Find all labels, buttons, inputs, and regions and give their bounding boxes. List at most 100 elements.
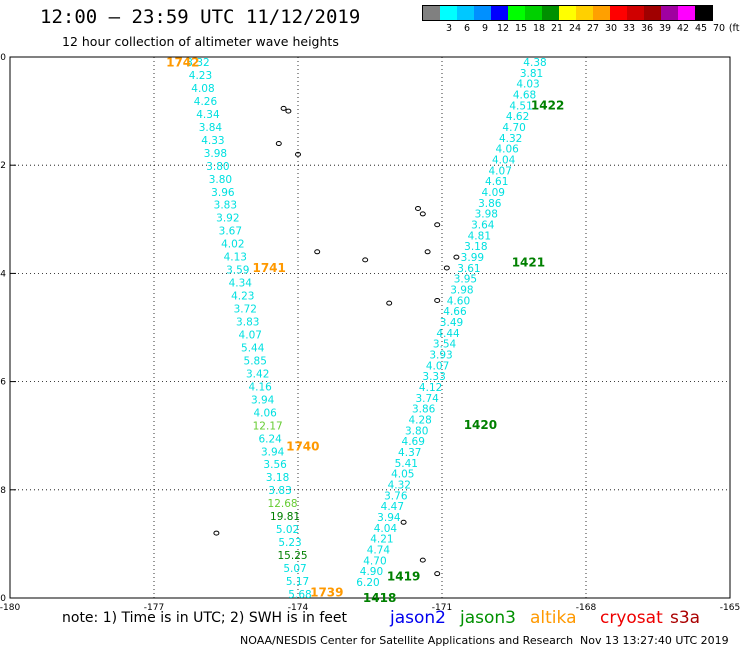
wave-height-label: 3.86 bbox=[412, 404, 436, 416]
track-time-label: 1421 bbox=[512, 256, 545, 270]
legend-tick-label: 27 bbox=[586, 23, 600, 34]
wave-height-label: 3.32 bbox=[186, 57, 209, 69]
legend-tick-label: 9 bbox=[481, 23, 489, 34]
island-shape bbox=[434, 222, 441, 228]
satellite-name: s3a bbox=[670, 608, 701, 628]
wave-height-label: 3.98 bbox=[475, 209, 498, 221]
legend-swatch bbox=[474, 6, 491, 20]
wave-height-label: 4.06 bbox=[253, 407, 277, 419]
wave-height-label: 4.32 bbox=[388, 480, 411, 492]
legend-tick-label: 39 bbox=[658, 23, 672, 34]
legend-tick-label: 12 bbox=[496, 23, 510, 34]
map-frame bbox=[9, 56, 731, 599]
wave-height-label: 3.86 bbox=[478, 198, 502, 210]
island-shape bbox=[434, 297, 441, 303]
legend-swatch bbox=[610, 6, 627, 20]
wave-height-label: 4.44 bbox=[436, 328, 460, 340]
wave-height-label: 3.81 bbox=[520, 68, 543, 80]
wave-height-label: 3.94 bbox=[261, 446, 285, 458]
legend-swatch bbox=[559, 6, 576, 20]
wave-height-label: 19.81 bbox=[270, 511, 300, 523]
x-tick-label: -165 bbox=[720, 603, 740, 613]
wave-height-label: 3.33 bbox=[422, 371, 445, 383]
legend-swatch bbox=[491, 6, 508, 20]
island-shape bbox=[443, 265, 450, 271]
legend-tick-label: 70 bbox=[712, 23, 726, 34]
wave-height-label: 4.34 bbox=[229, 278, 253, 290]
wave-height-label: 4.08 bbox=[191, 83, 214, 95]
footer-timestamp: Nov 13 13:27:40 UTC 2019 bbox=[580, 634, 729, 647]
wave-height-label: 12.17 bbox=[253, 420, 283, 432]
x-tick-label: -174 bbox=[288, 603, 309, 613]
island-shape bbox=[295, 151, 301, 157]
wave-height-label: 3.74 bbox=[415, 393, 439, 405]
wave-height-label: 5.68 bbox=[288, 589, 311, 601]
wave-height-label: 4.05 bbox=[391, 469, 414, 481]
wave-height-label: 5.41 bbox=[395, 458, 418, 470]
wave-height-label: 4.61 bbox=[485, 176, 508, 188]
legend-tick-label: 24 bbox=[568, 23, 582, 34]
y-tick-label: 0 bbox=[0, 53, 6, 63]
y-tick-label: -2 bbox=[0, 161, 6, 171]
legend-swatch bbox=[423, 6, 440, 20]
wave-height-label: 3.54 bbox=[433, 339, 457, 351]
track-time-label: 1418 bbox=[363, 591, 396, 605]
track-time-label: 1742 bbox=[166, 55, 199, 69]
wave-height-label: 3.99 bbox=[461, 252, 484, 264]
wave-height-label: 5.23 bbox=[278, 537, 301, 549]
wave-height-label: 5.02 bbox=[276, 524, 299, 536]
island-shape bbox=[419, 557, 426, 563]
island-shape bbox=[386, 300, 393, 306]
wave-height-label: 3.84 bbox=[199, 122, 223, 134]
satellite-name: altika bbox=[530, 608, 577, 628]
legend-tick-label: 15 bbox=[514, 23, 528, 34]
island-shape bbox=[419, 211, 426, 217]
note-text: note: 1) Time is in UTC; 2) SWH is in fe… bbox=[62, 610, 348, 626]
wave-height-label: 4.28 bbox=[408, 415, 431, 427]
island-shape bbox=[314, 249, 321, 255]
track-time-label: 1419 bbox=[387, 569, 420, 583]
wave-height-label: 4.47 bbox=[381, 501, 404, 513]
wave-height-label: 4.09 bbox=[482, 187, 505, 199]
track-time-label: 1739 bbox=[310, 586, 343, 600]
wave-height-label: 3.96 bbox=[211, 187, 235, 199]
page-title: 12:00 — 23:59 UTC 11/12/2019 bbox=[40, 6, 361, 28]
wave-height-label: 4.23 bbox=[231, 291, 254, 303]
wave-height-label: 4.32 bbox=[499, 133, 522, 145]
legend-swatches bbox=[422, 5, 713, 21]
island-shape bbox=[213, 530, 220, 536]
island-shape bbox=[362, 257, 369, 263]
wave-height-label: 4.02 bbox=[221, 239, 244, 251]
wave-height-label: 3.94 bbox=[251, 394, 275, 406]
wave-height-label: 3.83 bbox=[268, 485, 291, 497]
wave-height-label: 4.70 bbox=[363, 555, 386, 567]
wave-height-label: 4.68 bbox=[513, 90, 536, 102]
legend-tick-label: 42 bbox=[676, 23, 690, 34]
legend-swatch bbox=[457, 6, 474, 20]
wave-height-label: 4.70 bbox=[502, 122, 525, 134]
wave-height-label: 4.60 bbox=[447, 295, 470, 307]
satellite-name: jason3 bbox=[460, 608, 516, 628]
wave-height-label: 3.56 bbox=[263, 459, 287, 471]
satellite-name: cryosat bbox=[600, 608, 663, 628]
legend-tick-label: 18 bbox=[532, 23, 546, 34]
legend-swatch bbox=[678, 6, 695, 20]
wave-height-label: 3.80 bbox=[405, 425, 428, 437]
island-shape bbox=[400, 519, 407, 525]
wave-height-label: 6.20 bbox=[356, 577, 379, 589]
wave-height-label: 4.07 bbox=[489, 165, 512, 177]
wave-height-label: 4.37 bbox=[398, 447, 421, 459]
wave-height-label: 3.93 bbox=[429, 350, 452, 362]
legend-tick-label: 30 bbox=[604, 23, 618, 34]
wave-height-label: 6.24 bbox=[258, 433, 282, 445]
wave-height-label: 4.13 bbox=[224, 252, 247, 264]
wave-height-label: 3.18 bbox=[464, 241, 487, 253]
wave-height-label: 5.17 bbox=[286, 576, 309, 588]
wave-height-label: 3.49 bbox=[440, 317, 463, 329]
legend-tick-label: 3 bbox=[445, 23, 453, 34]
wave-height-label: 5.85 bbox=[244, 355, 267, 367]
track-time-label: 1420 bbox=[464, 418, 497, 432]
legend-swatch bbox=[508, 6, 525, 20]
